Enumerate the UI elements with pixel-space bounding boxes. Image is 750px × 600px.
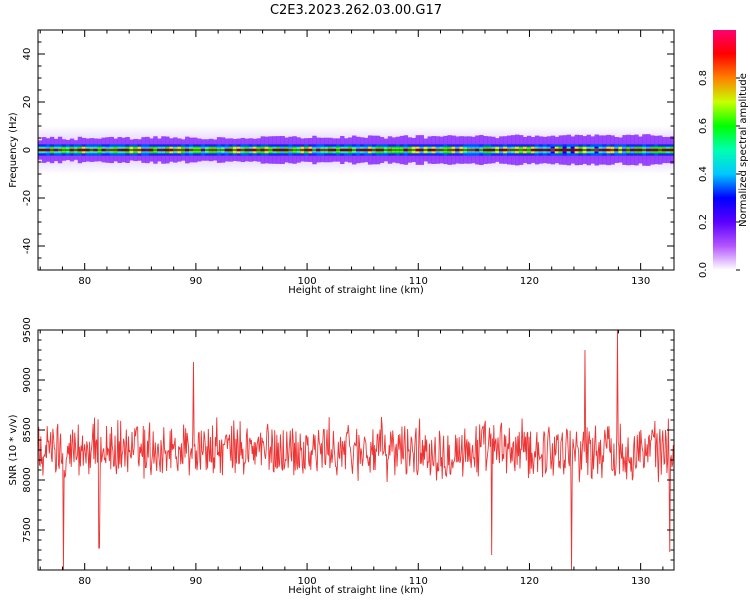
colorbar-tick-label: 0.4 bbox=[698, 166, 709, 182]
colorbar-tick-label: 0.8 bbox=[698, 70, 709, 86]
colorbar-tick-label: 0.6 bbox=[698, 118, 709, 134]
colorbar-ticks: 0.0 0.2 0.4 0.6 0.8 bbox=[698, 70, 740, 278]
spectrogram-ylabel: Frequency (Hz) bbox=[8, 112, 19, 188]
snr-xtick-label: 100 bbox=[298, 576, 317, 587]
colorbar-label: Normalized spectral amplitude bbox=[738, 73, 749, 227]
colorbar-gradient bbox=[713, 30, 736, 270]
spectrogram-panel: 80 90 100 110 120 130 -40 -20 0 20 40 Height of st… bbox=[8, 29, 675, 296]
colorbar-tick-label: 0.2 bbox=[698, 214, 709, 230]
spec-ytick-label: 0 bbox=[22, 147, 33, 153]
snr-ytick-label: 9000 bbox=[22, 367, 33, 392]
snr-xtick-label: 120 bbox=[520, 576, 539, 587]
figure-title: C2E3.2023.262.03.00.G17 bbox=[270, 3, 442, 18]
spec-xtick-label: 130 bbox=[631, 276, 650, 287]
snr-xtick-label: 110 bbox=[409, 576, 428, 587]
snr-xtick-label: 90 bbox=[190, 576, 203, 587]
snr-xtick-label: 80 bbox=[78, 576, 91, 587]
snr-xlabel: Height of straight line (km) bbox=[288, 585, 424, 596]
spec-xtick-label: 100 bbox=[298, 276, 317, 287]
spec-ytick-label: -20 bbox=[22, 190, 33, 206]
spec-ytick-label: 20 bbox=[22, 96, 33, 109]
spectrogram-frame bbox=[37, 29, 675, 271]
spec-ytick-label: -40 bbox=[22, 238, 33, 254]
colorbar: 0.0 0.2 0.4 0.6 0.8 Normalized spectral ampl… bbox=[698, 30, 749, 278]
snr-ticks: 80 90 100 110 120 130 7500 8000 8500 9000 9500 bbox=[22, 317, 674, 587]
snr-frame bbox=[37, 329, 675, 571]
colorbar-tick-label: 0.0 bbox=[698, 262, 709, 278]
spec-ytick-label: 40 bbox=[22, 48, 33, 61]
spec-xtick-label: 120 bbox=[520, 276, 539, 287]
snr-panel: 80 90 100 110 120 130 7500 8000 8500 9000 9500 Hei… bbox=[8, 317, 675, 596]
spec-xtick-label: 110 bbox=[409, 276, 428, 287]
snr-ytick-label: 9500 bbox=[22, 317, 33, 342]
snr-xtick-label: 130 bbox=[631, 576, 650, 587]
snr-ytick-label: 7500 bbox=[22, 517, 33, 542]
spec-xtick-label: 80 bbox=[78, 276, 91, 287]
spectrogram-xlabel: Height of straight line (km) bbox=[288, 285, 424, 296]
snr-ytick-label: 8500 bbox=[22, 417, 33, 442]
snr-ylabel: SNR (10 * v/v) bbox=[8, 414, 19, 485]
spectrogram-ticks: 80 90 100 110 120 130 -40 -20 0 20 40 bbox=[22, 29, 674, 287]
snr-ytick-label: 8000 bbox=[22, 467, 33, 492]
snr-series-line bbox=[38, 330, 674, 570]
spec-xtick-label: 90 bbox=[190, 276, 203, 287]
spectrogram-band bbox=[38, 126, 675, 174]
